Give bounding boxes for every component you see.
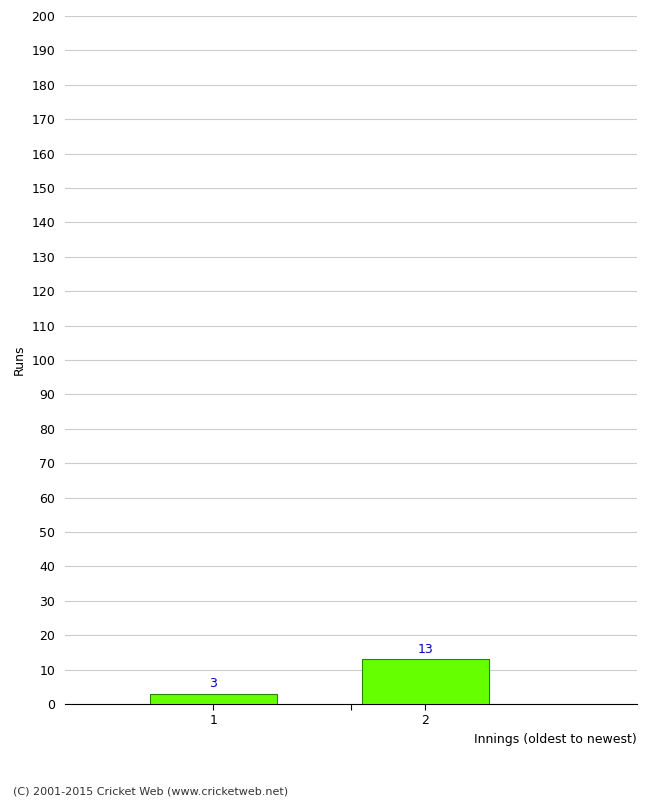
Bar — [361, 659, 489, 704]
Y-axis label: Runs: Runs — [13, 345, 26, 375]
Bar — [150, 694, 277, 704]
Text: 13: 13 — [417, 643, 433, 656]
Text: 3: 3 — [209, 678, 217, 690]
X-axis label: Innings (oldest to newest): Innings (oldest to newest) — [474, 733, 637, 746]
Text: (C) 2001-2015 Cricket Web (www.cricketweb.net): (C) 2001-2015 Cricket Web (www.cricketwe… — [13, 786, 288, 796]
